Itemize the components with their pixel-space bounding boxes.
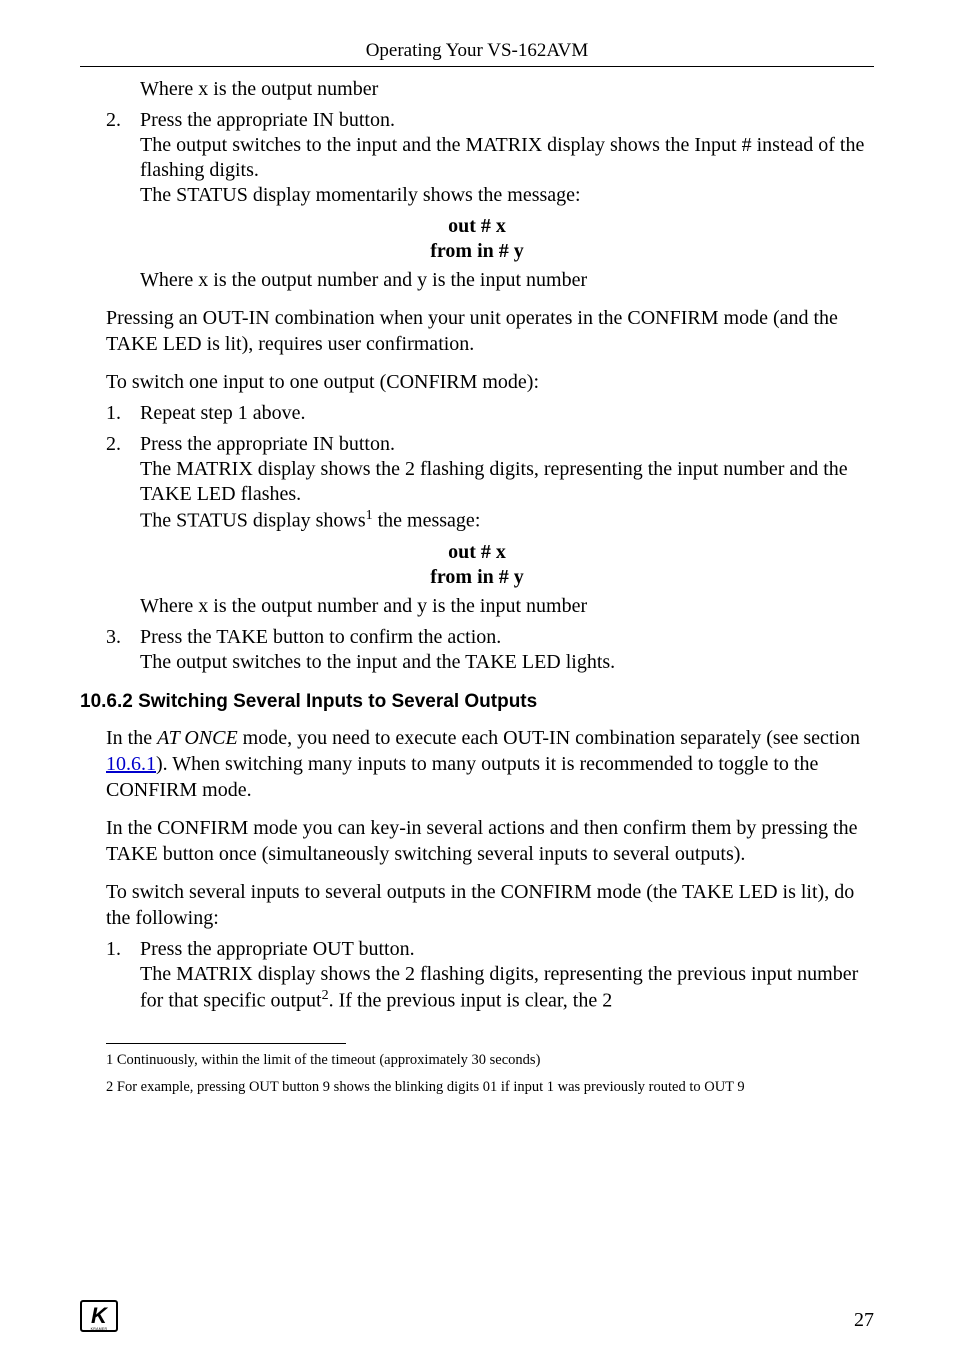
text: Press the TAKE button to confirm the act… — [140, 626, 501, 648]
text: ). When switching many inputs to many ou… — [106, 753, 818, 801]
text-line: Where x is the output number and y is th… — [140, 268, 874, 293]
paragraph: To switch one input to one output (CONFI… — [106, 369, 874, 395]
list-body: Press the appropriate IN button. The MAT… — [140, 432, 874, 534]
section-number: 10.6.2 — [80, 691, 133, 712]
list-body: Press the appropriate OUT button. The MA… — [140, 937, 874, 1014]
section-link[interactable]: 10.6.1 — [106, 753, 156, 775]
text: In the — [106, 727, 157, 749]
list-item: 2. Press the appropriate IN button. The … — [80, 432, 874, 534]
footnote: 2 For example, pressing OUT button 9 sho… — [106, 1077, 874, 1097]
list-number: 1. — [106, 401, 140, 426]
text: from in # y — [430, 240, 524, 262]
list-body: Repeat step 1 above. — [140, 401, 874, 426]
text: the message: — [373, 510, 481, 532]
list-item: 3. Press the TAKE button to confirm the … — [80, 625, 874, 675]
paragraph: In the AT ONCE mode, you need to execute… — [106, 725, 874, 803]
center-message: out # x from in # y — [80, 214, 874, 264]
page: Operating Your VS-162AVM Where x is the … — [0, 0, 954, 1354]
paragraph: In the CONFIRM mode you can key-in sever… — [106, 815, 874, 867]
text-line: Where x is the output number and y is th… — [140, 594, 874, 619]
text: out # x — [448, 541, 506, 563]
list-body: Press the TAKE button to confirm the act… — [140, 625, 874, 675]
footnote-separator — [106, 1043, 346, 1044]
logo-subtext: KRAMER — [91, 1327, 108, 1331]
footnote-ref: 2 — [322, 988, 329, 1003]
section-title: Switching Several Inputs to Several Outp… — [133, 691, 537, 712]
list-item: 1. Repeat step 1 above. — [80, 401, 874, 426]
intro-line: Where x is the output number — [140, 77, 874, 102]
list-body: Press the appropriate IN button. The out… — [140, 108, 874, 208]
page-footer: K KRAMER 27 — [80, 1300, 874, 1332]
list-number: 1. — [106, 937, 140, 1014]
text: out # x — [448, 215, 506, 237]
text: Repeat step 1 above. — [140, 402, 306, 424]
text: The MATRIX display shows the 2 flashing … — [140, 458, 848, 505]
logo-letter: K — [91, 1305, 107, 1327]
list-number: 3. — [106, 625, 140, 675]
text: The output switches to the input and the… — [140, 651, 615, 673]
kramer-logo: K KRAMER — [80, 1300, 118, 1332]
footnote-ref: 1 — [366, 508, 373, 523]
section-heading: 10.6.2 Switching Several Inputs to Sever… — [80, 691, 874, 713]
text: mode, you need to execute each OUT-IN co… — [238, 727, 860, 749]
text: The STATUS display momentarily shows the… — [140, 184, 581, 206]
list-item: 1. Press the appropriate OUT button. The… — [80, 937, 874, 1014]
text: . If the previous input is clear, the 2 — [329, 989, 613, 1011]
paragraph: Pressing an OUT-IN combination when your… — [106, 305, 874, 357]
text: The STATUS display shows — [140, 510, 366, 532]
list-item: 2. Press the appropriate IN button. The … — [80, 108, 874, 208]
text: Press the appropriate IN button. — [140, 109, 395, 131]
text: Press the appropriate OUT button. — [140, 938, 415, 960]
text: The output switches to the input and the… — [140, 134, 864, 181]
page-number: 27 — [854, 1309, 874, 1332]
text: from in # y — [430, 566, 524, 588]
paragraph: To switch several inputs to several outp… — [106, 879, 874, 931]
list-number: 2. — [106, 108, 140, 208]
text-italic: AT ONCE — [157, 727, 238, 749]
list-number: 2. — [106, 432, 140, 534]
footnote: 1 Continuously, within the limit of the … — [106, 1050, 874, 1070]
running-header: Operating Your VS-162AVM — [80, 40, 874, 67]
center-message: out # x from in # y — [80, 540, 874, 590]
text: Press the appropriate IN button. — [140, 433, 395, 455]
